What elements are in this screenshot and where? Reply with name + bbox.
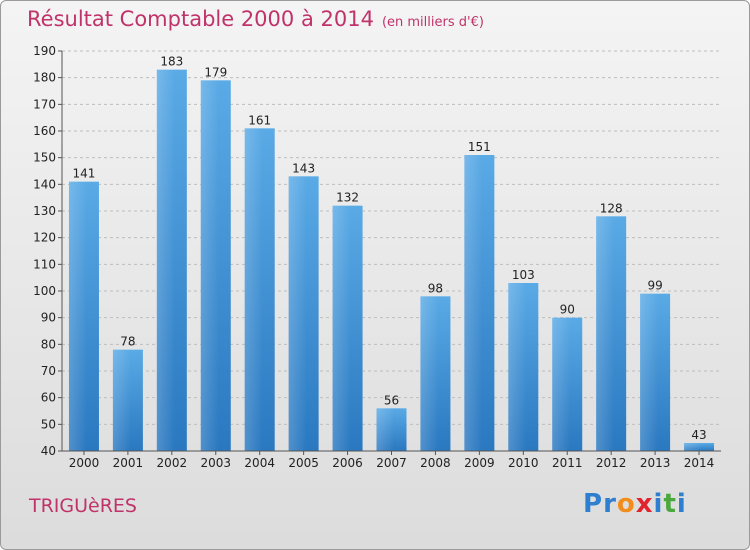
logo-letter: x [635,489,654,519]
x-tick-label: 2003 [200,456,231,470]
y-tick-label: 70 [41,364,56,378]
data-label: 56 [384,393,399,407]
x-tick-label: 2008 [420,456,451,470]
commune-name: TRIGUèRES [29,495,137,517]
chart-subtitle: (en milliers d'€) [381,15,484,30]
bar-highlight [332,205,363,451]
y-tick-label: 120 [33,231,56,245]
y-tick-label: 40 [41,444,56,458]
bar-highlight [68,181,99,451]
logo-letter: i [676,489,687,519]
logo-letter: i [653,489,664,519]
bar-highlight [112,349,143,451]
x-tick-label: 2004 [244,456,275,470]
data-label: 143 [292,161,315,175]
y-tick-label: 50 [41,417,56,431]
data-label: 183 [160,55,183,69]
x-tick-label: 2009 [464,456,495,470]
data-label: 90 [560,303,575,317]
x-axis: 2000 2001 2002 2003 2004 2005 2006 2007 2008 2009… [62,450,721,470]
y-tick-label: 190 [33,44,56,58]
logo-letter: P [583,489,604,519]
data-label: 98 [428,281,443,295]
bar-highlight [640,293,671,451]
x-tick-label: 2005 [288,456,319,470]
x-tick-label: 2010 [508,456,539,470]
bar-highlight [464,155,495,451]
y-tick-label: 130 [33,204,56,218]
bar-highlight [288,176,319,452]
y-tick-label: 160 [33,124,56,138]
chart-title-text: Résultat Comptable 2000 à 2014 [27,7,374,31]
y-tick-label: 140 [33,177,56,191]
bar-highlight [508,283,539,451]
bar-highlight [200,80,231,451]
x-tick-label: 2014 [684,456,715,470]
data-label: 141 [73,167,96,181]
bar-highlight [156,69,187,452]
bar-highlight [244,128,275,451]
data-label: 99 [647,279,662,293]
logo-letter: t [663,489,677,519]
x-tick-label: 2006 [332,456,363,470]
y-tick-label: 80 [41,337,56,351]
x-tick-label: 2011 [552,456,583,470]
x-tick-label: 2001 [113,456,144,470]
y-tick-label: 60 [41,391,56,405]
bar-highlight [596,216,627,451]
x-tick-label: 2002 [157,456,188,470]
bar-highlight [552,317,583,451]
x-tick-label: 2013 [640,456,671,470]
bar-highlight [684,443,715,451]
proxiti-logo: Proxiti [583,489,687,519]
data-label: 179 [204,65,227,79]
data-label: 103 [512,268,535,282]
x-tick-label: 2012 [596,456,627,470]
y-tick-label: 170 [33,97,56,111]
data-label: 78 [120,335,135,349]
bars: 141 78 183 179 161 143 132 56 98 151 103 90 128 99 43 [68,55,715,452]
logo-letter: r [603,489,617,519]
data-label: 151 [468,140,491,154]
y-tick-label: 150 [33,151,56,165]
x-tick-label: 2000 [69,456,100,470]
data-label: 128 [600,201,623,215]
y-tick-label: 90 [41,311,56,325]
x-tick-label: 2007 [376,456,407,470]
data-label: 43 [691,428,706,442]
chart-title: Résultat Comptable 2000 à 2014 (en millie… [27,7,484,31]
y-tick-label: 180 [33,71,56,85]
logo-letter: o [616,489,636,519]
bar-highlight [420,296,451,451]
y-axis: 40 50 60 70 80 90 100 110 120 130 140 150 160 170 180 1… [33,44,63,458]
y-tick-label: 110 [33,257,56,271]
data-label: 161 [248,113,271,127]
bar-highlight [376,408,407,451]
data-label: 132 [336,191,359,205]
y-tick-label: 100 [33,284,56,298]
